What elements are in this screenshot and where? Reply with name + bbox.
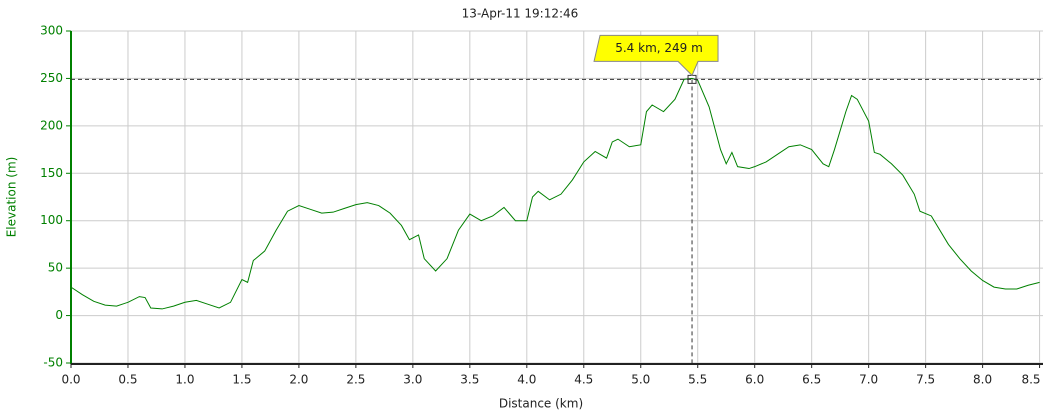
x-tick-label: 4.5 [574,373,593,387]
x-tick-label: 3.5 [460,373,479,387]
y-tick-label: -50 [43,356,63,370]
x-tick-label: 0.5 [118,373,137,387]
y-tick-label: 50 [48,261,63,275]
x-tick-label: 8.5 [1021,373,1040,387]
x-tick-label: 8.0 [973,373,992,387]
y-tick-label: 100 [40,213,63,227]
x-tick-label: 5.0 [631,373,650,387]
x-tick-label: 6.5 [802,373,821,387]
callout [593,34,719,77]
x-tick-label: 7.5 [916,373,935,387]
x-tick-label: 0.0 [61,373,80,387]
y-axis-label: Elevation (m) [5,157,19,238]
x-tick-label: 2.0 [289,373,308,387]
x-tick-label: 1.0 [175,373,194,387]
elevation-line [70,77,1040,310]
x-tick-label: 1.5 [232,373,251,387]
x-tick-label: 7.0 [859,373,878,387]
x-tick-label: 5.5 [688,373,707,387]
x-tick-label: 6.0 [745,373,764,387]
y-tick-label: 250 [40,71,63,85]
y-tick-label: 0 [55,308,63,322]
x-tick-label: 3.0 [403,373,422,387]
x-tick-label: 4.0 [517,373,536,387]
y-tick-label: 150 [40,166,63,180]
chart-title: 13-Apr-11 19:12:46 [462,7,579,21]
y-tick-label: 300 [40,24,63,38]
x-tick-label: 2.5 [346,373,365,387]
x-axis-label: Distance (km) [499,397,583,411]
y-tick-label: 200 [40,118,63,132]
callout-text: 5.4 km, 249 m [615,41,703,55]
